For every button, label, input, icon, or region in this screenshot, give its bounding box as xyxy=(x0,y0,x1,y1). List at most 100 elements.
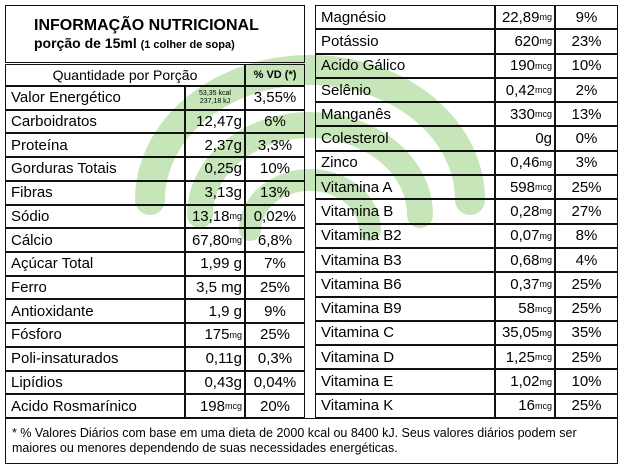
amount-value: 175 xyxy=(204,326,230,344)
nutrient-name: Zinco xyxy=(315,150,495,176)
nutrient-name: Vitamina B3 xyxy=(315,247,495,273)
nutrient-name: Acido Rosmarínico xyxy=(5,394,185,418)
amount-value: 58 xyxy=(518,300,535,318)
nutrient-name: Colesterol xyxy=(315,126,495,151)
amount: 198 mcg xyxy=(185,394,245,418)
footnote: * % Valores Diários com base em uma diet… xyxy=(5,418,618,464)
amount: 0,07 mg xyxy=(495,223,555,248)
daily-value: 9% xyxy=(245,299,305,324)
daily-value: 3,3% xyxy=(245,133,305,158)
amount-unit: mcg xyxy=(534,303,552,314)
amount-unit: mcg xyxy=(534,85,552,96)
amount-value: 3,5 mg xyxy=(196,279,242,297)
portion: porção de 15ml xyxy=(34,35,137,51)
amount-value: 0g xyxy=(535,130,552,148)
amount: 190 mcg xyxy=(495,53,555,78)
amount-unit: mg xyxy=(229,329,242,340)
amount: 0,28 mg xyxy=(495,199,555,224)
daily-value: 35% xyxy=(555,320,618,346)
amount-value: 598 xyxy=(509,178,535,196)
amount-value: 620 xyxy=(514,32,540,50)
amount-unit: mg xyxy=(539,206,552,217)
amount-line: 237,18 kJ xyxy=(199,97,231,105)
nutrient-name: Vitamina B2 xyxy=(315,223,495,248)
amount-value: 0,42 xyxy=(505,81,535,99)
daily-value: 20% xyxy=(245,394,305,418)
amount: 0,46 mg xyxy=(495,150,555,176)
daily-value: 8% xyxy=(555,223,618,248)
amount-value: 0,43g xyxy=(204,373,242,391)
nutrient-name: Selênio xyxy=(315,77,495,103)
nutrient-name: Magnésio xyxy=(315,5,495,30)
amount: 0,11g xyxy=(185,346,245,371)
nutrient-name: Ferro xyxy=(5,275,185,300)
column-header: % VD (*) xyxy=(245,64,305,86)
header: INFORMAÇÃO NUTRICIONAL porção de 15ml (1… xyxy=(5,5,305,63)
amount-value: 67,80 xyxy=(191,231,230,249)
amount: 16 mcg xyxy=(495,393,555,418)
amount: 35,05 mg xyxy=(495,320,555,346)
amount-unit: mcg xyxy=(224,401,242,412)
daily-value: 25% xyxy=(555,393,618,418)
amount-unit: mg xyxy=(229,211,242,222)
amount-value: 0,25g xyxy=(204,160,242,178)
daily-value: 9% xyxy=(555,5,618,30)
title: INFORMAÇÃO NUTRICIONAL xyxy=(34,17,259,34)
amount: 0,43g xyxy=(185,370,245,395)
amount: 58 mcg xyxy=(495,296,555,321)
nutrient-name: Vitamina A xyxy=(315,175,495,200)
nutrient-name: Fibras xyxy=(5,180,185,205)
nutrient-name: Fósforo xyxy=(5,323,185,347)
amount-value: 0,37 xyxy=(510,275,540,293)
daily-value: 23% xyxy=(555,29,618,54)
nutrient-name: Proteína xyxy=(5,133,185,158)
amount-value: 0,68 xyxy=(510,251,540,269)
daily-value: 6,8% xyxy=(245,228,305,252)
amount: 1,02 mg xyxy=(495,369,555,394)
amount-unit: mcg xyxy=(534,400,552,411)
amount-value: 0,07 xyxy=(510,227,540,245)
amount: 0,37 mg xyxy=(495,272,555,297)
amount-unit: mcg xyxy=(534,109,552,120)
amount: 53,35 kcal 237,18 kJ xyxy=(185,86,245,110)
daily-value: 27% xyxy=(555,199,618,224)
amount-value: 198 xyxy=(199,397,225,415)
amount-unit: mcg xyxy=(534,352,552,363)
daily-value: 25% xyxy=(555,272,618,297)
daily-value: 25% xyxy=(555,296,618,321)
amount-unit: mcg xyxy=(534,60,552,71)
amount: 598 mcg xyxy=(495,175,555,200)
nutrient-name: Potássio xyxy=(315,29,495,54)
amount-unit: mg xyxy=(539,327,552,338)
daily-value: 2% xyxy=(555,77,618,103)
nutrient-name: Vitamina K xyxy=(315,393,495,418)
amount-value: 0,46 xyxy=(510,154,540,172)
amount-line: 53,35 kcal xyxy=(199,89,231,97)
amount: 2,37g xyxy=(185,133,245,158)
nutrient-name: Cálcio xyxy=(5,228,185,252)
amount-value: 0,11g xyxy=(205,350,242,368)
daily-value: 6% xyxy=(245,109,305,134)
amount: 3,5 mg xyxy=(185,275,245,300)
column-header: Quantidade por Porção xyxy=(5,64,245,86)
daily-value: 0,02% xyxy=(245,204,305,229)
amount-value: 3,13g xyxy=(204,184,242,202)
amount: 3,13g xyxy=(185,180,245,205)
amount-unit: mg xyxy=(539,12,552,23)
nutrient-name: Sódio xyxy=(5,204,185,229)
amount: 620 mg xyxy=(495,29,555,54)
amount: 12,47g xyxy=(185,109,245,134)
amount: 330 mcg xyxy=(495,102,555,127)
amount: 0,25g xyxy=(185,157,245,181)
amount-unit: mg xyxy=(539,157,552,168)
amount: 1,99 g xyxy=(185,252,245,276)
amount-unit: mg xyxy=(539,376,552,387)
amount: 175 mg xyxy=(185,323,245,347)
amount-value: 2,37g xyxy=(204,136,242,154)
amount-value: 16 xyxy=(518,397,535,415)
amount-value: 22,89 xyxy=(501,8,540,26)
amount: 0,68 mg xyxy=(495,247,555,273)
daily-value: 13% xyxy=(245,180,305,205)
daily-value: 25% xyxy=(555,175,618,200)
